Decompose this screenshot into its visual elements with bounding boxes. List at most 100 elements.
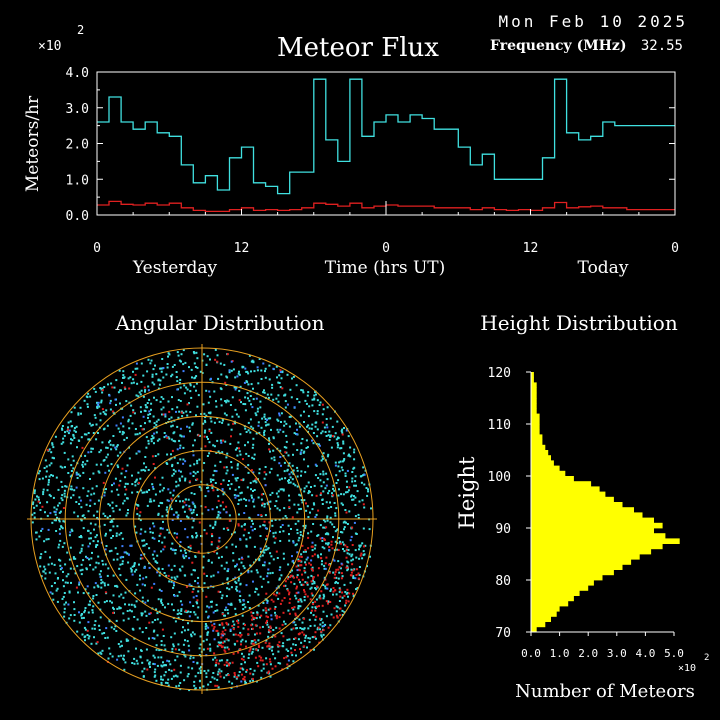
angular-point (176, 515, 179, 518)
angular-point (58, 558, 60, 561)
angular-point (287, 609, 290, 612)
angular-point (140, 489, 143, 492)
angular-point (145, 576, 148, 579)
angular-point (152, 557, 155, 560)
height-bar (531, 595, 574, 602)
angular-point (301, 389, 304, 392)
angular-point (261, 554, 264, 557)
angular-point (91, 609, 94, 612)
angular-point (165, 434, 168, 437)
angular-point (263, 564, 266, 567)
angular-point (266, 645, 269, 648)
angular-point (72, 467, 75, 470)
angular-point (337, 465, 340, 468)
angular-point (84, 635, 87, 638)
angular-point (189, 390, 192, 393)
angular-point (154, 467, 157, 470)
angular-point (153, 432, 156, 435)
angular-point (233, 674, 236, 677)
angular-point (39, 509, 42, 511)
angular-point (87, 545, 90, 548)
angular-point (244, 403, 247, 406)
angular-point (314, 516, 317, 518)
angular-point (276, 507, 279, 510)
angular-point (104, 563, 107, 566)
angular-point (283, 507, 286, 510)
angular-point (336, 528, 339, 531)
angular-point (267, 671, 270, 674)
flux-y-tick-label: 0.0 (66, 209, 89, 224)
angular-point (55, 476, 58, 479)
angular-point (236, 620, 238, 623)
angular-point (132, 370, 134, 373)
angular-point (287, 480, 290, 482)
angular-point (292, 621, 295, 624)
angular-point (54, 435, 57, 438)
angular-point (109, 600, 112, 603)
angular-point (328, 549, 331, 552)
angular-point (80, 547, 83, 550)
angular-point (238, 389, 241, 392)
angular-point (317, 556, 320, 559)
angular-point (326, 587, 329, 590)
angular-point (288, 612, 291, 615)
angular-point (321, 430, 324, 433)
angular-point (240, 556, 243, 559)
angular-point (193, 352, 196, 355)
angular-point (266, 600, 269, 602)
angular-point (356, 490, 359, 493)
angular-point (224, 381, 227, 384)
angular-point (300, 651, 302, 654)
angular-point (84, 454, 87, 457)
angular-point (209, 478, 212, 481)
angular-point (238, 450, 241, 453)
angular-point (183, 510, 186, 513)
angular-point (229, 442, 232, 445)
height-bar (531, 387, 537, 394)
angular-point (230, 369, 233, 372)
angular-point (333, 576, 336, 579)
angular-point (47, 481, 50, 484)
angular-point (238, 590, 241, 593)
angular-point (313, 410, 316, 413)
angular-point (165, 508, 168, 511)
angular-point (356, 587, 359, 589)
angular-point (82, 471, 85, 474)
angular-point (345, 491, 347, 494)
angular-point (256, 611, 259, 614)
angular-point (114, 398, 117, 401)
angular-point (140, 380, 143, 383)
angular-point (97, 499, 100, 502)
angular-point (93, 414, 96, 417)
angular-point (312, 603, 315, 605)
angular-point (179, 400, 182, 402)
angular-point (193, 377, 196, 380)
angular-point (216, 546, 219, 549)
angular-point (199, 370, 202, 373)
angular-point (193, 680, 196, 683)
angular-point (87, 510, 90, 513)
angular-point (148, 420, 151, 423)
angular-point (88, 537, 91, 540)
angular-point (277, 419, 280, 422)
angular-point (249, 431, 252, 434)
angular-point (264, 484, 267, 487)
angular-point (111, 410, 114, 413)
angular-point (179, 470, 182, 473)
angular-point (216, 360, 219, 363)
angular-point (284, 406, 287, 409)
angular-point (274, 505, 277, 507)
angular-point (337, 568, 340, 571)
angular-point (186, 414, 189, 417)
angular-point (180, 411, 183, 414)
angular-point (275, 617, 278, 620)
angular-point (254, 624, 257, 627)
angular-point (329, 501, 331, 504)
angular-point (311, 555, 314, 558)
angular-point (197, 576, 200, 579)
angular-point (94, 390, 97, 393)
angular-point (174, 578, 177, 581)
angular-point (191, 423, 194, 426)
angular-point (69, 567, 72, 570)
angular-point (249, 564, 252, 567)
